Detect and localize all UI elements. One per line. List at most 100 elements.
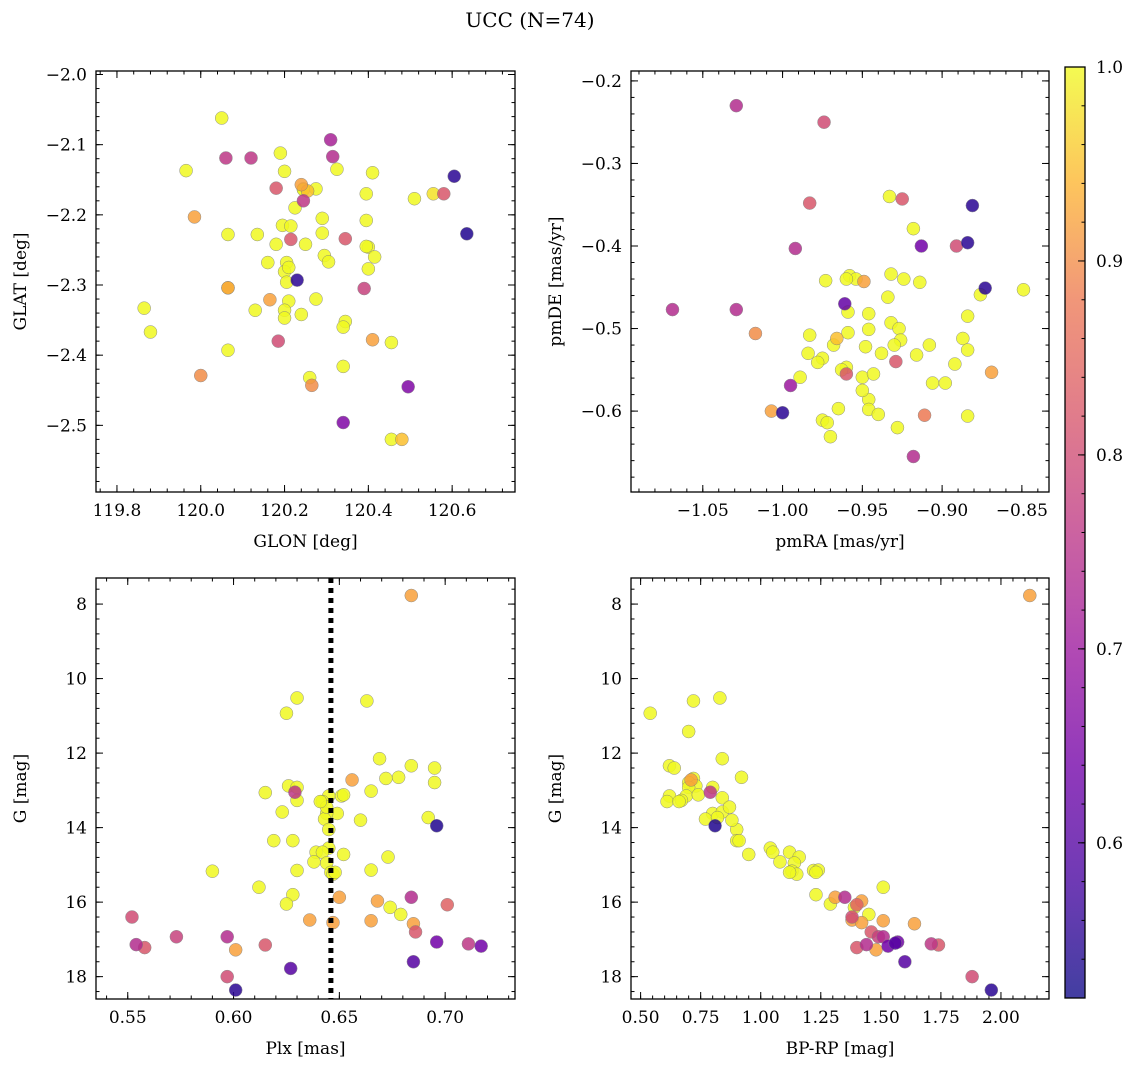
data-point xyxy=(330,162,344,176)
x-axis-label: pmRA [mas/yr] xyxy=(775,532,904,552)
data-point xyxy=(889,354,903,369)
y-axis-label: pmDE [mas/yr] xyxy=(546,216,566,346)
data-point xyxy=(296,194,311,208)
data-point xyxy=(277,311,292,325)
data-point xyxy=(960,235,975,250)
axes-frame xyxy=(95,577,516,1000)
x-tick-label: −1.05 xyxy=(677,501,729,521)
data-point xyxy=(220,930,234,944)
x-tick-label: 120.6 xyxy=(428,501,477,521)
data-point xyxy=(845,910,859,924)
x-axis-label: Plx [mas] xyxy=(265,1039,345,1059)
x-tick-label: 0.70 xyxy=(426,1008,464,1028)
data-point xyxy=(359,213,374,228)
data-point xyxy=(818,273,833,288)
data-point xyxy=(269,237,283,252)
data-point xyxy=(395,432,409,447)
data-point xyxy=(261,255,275,270)
scatter-points xyxy=(665,98,1031,464)
colorbar-tick-label: 0.9 xyxy=(1096,252,1123,272)
data-point xyxy=(461,937,476,951)
data-point xyxy=(665,302,680,317)
data-point xyxy=(956,331,970,346)
data-point xyxy=(681,724,696,739)
data-point xyxy=(263,292,277,307)
y-tick-label: −2.0 xyxy=(46,66,87,86)
data-point xyxy=(404,588,419,603)
data-point xyxy=(732,833,746,848)
data-point xyxy=(925,376,940,390)
data-point xyxy=(361,262,376,276)
y-tick-label: 8 xyxy=(611,595,622,615)
data-point xyxy=(741,847,756,862)
data-point xyxy=(882,189,897,204)
data-point xyxy=(401,380,415,394)
data-point xyxy=(684,773,698,787)
data-point xyxy=(353,813,368,827)
data-point xyxy=(336,320,350,334)
data-point xyxy=(404,890,419,905)
data-point xyxy=(205,864,220,878)
data-point xyxy=(364,914,378,928)
y-tick-label: 12 xyxy=(600,744,622,764)
y-tick-label: 10 xyxy=(600,670,622,690)
x-tick-label: −0.95 xyxy=(836,501,888,521)
colorbar-ticks: 0.6 0.7 0.8 0.9 1.0 xyxy=(1078,58,1123,960)
data-point xyxy=(960,309,975,323)
x-tick-label: 1.00 xyxy=(742,1008,780,1028)
x-tick-label: 120.4 xyxy=(344,501,393,521)
x-tick-label: −0.90 xyxy=(916,501,968,521)
data-point xyxy=(831,401,846,416)
data-point xyxy=(817,115,831,129)
data-point xyxy=(922,338,937,352)
x-tick-label: 1.50 xyxy=(862,1008,900,1028)
panel-bprp-g: 0.50 0.75 1.00 1.25 1.50 1.75 2.00 8 10 12 14 16 18 B… xyxy=(546,577,1050,1059)
data-point xyxy=(323,133,338,147)
scatter-points xyxy=(137,111,474,447)
data-point xyxy=(686,694,701,708)
data-point xyxy=(391,770,406,785)
y-tick-label: 16 xyxy=(600,893,622,913)
data-point xyxy=(267,833,281,848)
panel-plx-g: 0.55 0.60 0.65 0.70 8 10 12 14 16 18 Plx [mas] G [m… xyxy=(11,577,516,1059)
y-axis-label: GLAT [deg] xyxy=(11,232,31,330)
colorbar-tick-label: 1.0 xyxy=(1096,58,1123,78)
colorbar: 0.6 0.7 0.8 0.9 1.0 xyxy=(1064,58,1123,999)
data-point xyxy=(284,232,298,247)
data-point xyxy=(220,969,234,984)
data-point xyxy=(897,272,911,286)
y-tick-label: 10 xyxy=(65,670,87,690)
data-point xyxy=(838,890,852,905)
data-point xyxy=(298,237,313,252)
y-axis-label: G [mag] xyxy=(11,754,31,823)
data-point xyxy=(643,706,657,720)
x-tick-label: −1.00 xyxy=(757,501,809,521)
data-point xyxy=(313,794,328,809)
y-tick-label: 14 xyxy=(65,819,87,839)
data-point xyxy=(338,231,353,246)
data-point xyxy=(965,969,979,984)
data-point xyxy=(359,239,374,254)
data-point xyxy=(965,198,980,213)
data-point xyxy=(219,151,233,165)
data-point xyxy=(672,794,686,809)
y-tick-label: −2.4 xyxy=(46,346,87,366)
x-tick-label: 0.65 xyxy=(320,1008,358,1028)
data-point xyxy=(429,819,444,833)
data-point xyxy=(447,169,461,183)
data-point xyxy=(839,367,854,381)
data-point xyxy=(802,328,817,342)
data-point xyxy=(960,343,975,357)
data-point xyxy=(830,331,844,346)
axes-frame xyxy=(630,577,1050,1000)
data-point xyxy=(729,302,744,317)
y-tick-label: 18 xyxy=(65,968,87,988)
data-point xyxy=(143,325,158,339)
data-point xyxy=(429,935,444,949)
data-point xyxy=(379,771,393,786)
data-point xyxy=(288,785,302,799)
data-point xyxy=(775,406,790,420)
data-point xyxy=(748,326,763,341)
data-point xyxy=(187,210,202,224)
scatter-points xyxy=(643,588,1037,997)
